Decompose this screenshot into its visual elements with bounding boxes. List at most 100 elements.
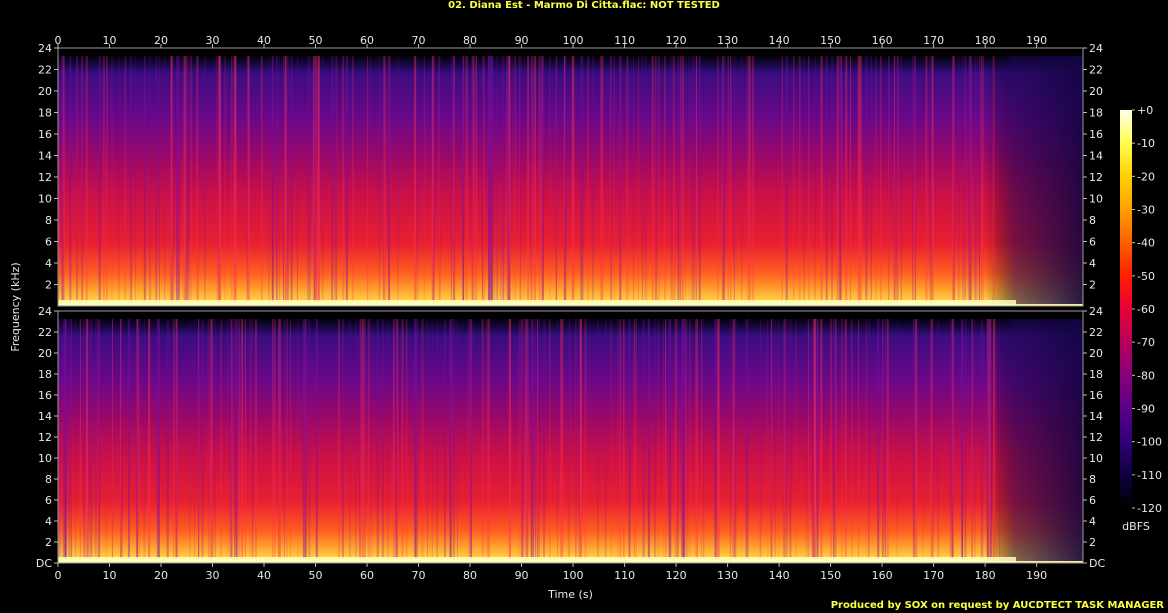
y-tick-label-right: 2 bbox=[1089, 536, 1096, 549]
y-tick-label-right: 12 bbox=[1089, 431, 1103, 444]
x-tick-label-top: 90 bbox=[515, 34, 529, 47]
x-tick-label: 80 bbox=[463, 569, 477, 582]
y-tick-label-right: 4 bbox=[1089, 257, 1096, 270]
x-tick-label: 10 bbox=[103, 569, 117, 582]
y-tick-label: 8 bbox=[45, 473, 52, 486]
x-tick-label: 20 bbox=[154, 569, 168, 582]
y-tick-label: 12 bbox=[38, 171, 52, 184]
x-tick-label: 170 bbox=[923, 569, 944, 582]
y-tick-label-right: 18 bbox=[1089, 368, 1103, 381]
y-tick-label-right: 22 bbox=[1089, 64, 1103, 77]
y-tick-label: 16 bbox=[38, 128, 52, 141]
y-tick-label-right: 6 bbox=[1089, 494, 1096, 507]
colorbar-label: dBFS bbox=[1122, 520, 1150, 533]
y-tick-label: 16 bbox=[38, 389, 52, 402]
x-tick-label-top: 10 bbox=[103, 34, 117, 47]
y-tick-label: 18 bbox=[38, 107, 52, 120]
x-tick-label: 190 bbox=[1026, 569, 1047, 582]
x-tick-label-top: 0 bbox=[55, 34, 62, 47]
y-tick-label-right: 18 bbox=[1089, 107, 1103, 120]
y-tick-label: 22 bbox=[38, 326, 52, 339]
x-tick-label: 140 bbox=[769, 569, 790, 582]
x-tick-label-top: 40 bbox=[257, 34, 271, 47]
x-tick-label-top: 20 bbox=[154, 34, 168, 47]
x-tick-label-top: 50 bbox=[309, 34, 323, 47]
x-tick-label-top: 110 bbox=[614, 34, 635, 47]
y-tick-label-right: 20 bbox=[1089, 85, 1103, 98]
transient-streaks bbox=[58, 319, 1001, 559]
y-tick-label: 24 bbox=[38, 42, 52, 55]
colorbar-tick-label: +0 bbox=[1137, 104, 1153, 117]
colorbar-tick-label: -30 bbox=[1137, 204, 1155, 217]
y-tick-label: 20 bbox=[38, 347, 52, 360]
y-axis-label: Frequency (kHz) bbox=[9, 262, 22, 351]
x-tick-label-top: 180 bbox=[975, 34, 996, 47]
y-tick-label-right: 16 bbox=[1089, 389, 1103, 402]
x-tick-label-top: 140 bbox=[769, 34, 790, 47]
y-tick-label: 2 bbox=[45, 279, 52, 292]
y-tick-label: 4 bbox=[45, 515, 52, 528]
y-tick-label-right: 12 bbox=[1089, 171, 1103, 184]
colorbar-tick-label: -10 bbox=[1137, 137, 1155, 150]
chart-title: 02. Diana Est - Marmo Di Citta.flac: NOT… bbox=[448, 0, 720, 11]
low-frequency-band bbox=[58, 557, 1017, 563]
y-tick-label: 12 bbox=[38, 431, 52, 444]
x-tick-label-top: 150 bbox=[820, 34, 841, 47]
channel-1-spectrum bbox=[58, 56, 1083, 306]
y-tick-label: 4 bbox=[45, 257, 52, 270]
y-tick-label-right: DC bbox=[1089, 557, 1105, 570]
transient-streaks bbox=[58, 56, 995, 302]
x-tick-label: 50 bbox=[309, 569, 323, 582]
colorbar-tick-label: -40 bbox=[1137, 237, 1155, 250]
x-tick-label-top: 100 bbox=[563, 34, 584, 47]
colorbar-tick-label: -110 bbox=[1137, 469, 1162, 482]
y-tick-label: 8 bbox=[45, 214, 52, 227]
x-tick-label-top: 120 bbox=[666, 34, 687, 47]
y-tick-label-right: 10 bbox=[1089, 452, 1103, 465]
fadeout-region bbox=[985, 56, 1083, 304]
colorbar-tick-label: -60 bbox=[1137, 303, 1155, 316]
y-tick-label: 6 bbox=[45, 494, 52, 507]
x-tick-label: 70 bbox=[412, 569, 426, 582]
low-frequency-band bbox=[58, 300, 1017, 306]
y-tick-label: 6 bbox=[45, 236, 52, 249]
x-tick-label: 180 bbox=[975, 569, 996, 582]
x-tick-label-top: 60 bbox=[360, 34, 374, 47]
colorbar-tick-label: -100 bbox=[1137, 436, 1162, 449]
x-tick-label: 90 bbox=[515, 569, 529, 582]
x-tick-label-top: 70 bbox=[412, 34, 426, 47]
colorbar-tick-label: -70 bbox=[1137, 336, 1155, 349]
x-tick-label-top: 160 bbox=[872, 34, 893, 47]
y-tick-label: 18 bbox=[38, 368, 52, 381]
channel-2-spectrum bbox=[58, 319, 1083, 563]
y-tick-label-right: 6 bbox=[1089, 236, 1096, 249]
y-tick-label-right: 24 bbox=[1089, 305, 1103, 318]
colorbar-tick-label: -80 bbox=[1137, 369, 1155, 382]
y-tick-label-right: 24 bbox=[1089, 42, 1103, 55]
y-tick-label: 2 bbox=[45, 536, 52, 549]
y-tick-label-right: 2 bbox=[1089, 279, 1096, 292]
y-tick-label: 22 bbox=[38, 64, 52, 77]
y-tick-label-right: 16 bbox=[1089, 128, 1103, 141]
y-tick-label-right: 22 bbox=[1089, 326, 1103, 339]
colorbar-tick-label: -50 bbox=[1137, 270, 1155, 283]
x-tick-label: 130 bbox=[717, 569, 738, 582]
y-tick-label-right: 4 bbox=[1089, 515, 1096, 528]
x-tick-label-top: 190 bbox=[1026, 34, 1047, 47]
x-tick-label: 0 bbox=[55, 569, 62, 582]
x-tick-label: 30 bbox=[206, 569, 220, 582]
x-tick-label: 160 bbox=[872, 569, 893, 582]
y-tick-label-right: 8 bbox=[1089, 214, 1096, 227]
colorbar-tick-label: -90 bbox=[1137, 403, 1155, 416]
x-tick-label-top: 130 bbox=[717, 34, 738, 47]
y-tick-label-right: 8 bbox=[1089, 473, 1096, 486]
y-tick-label: 14 bbox=[38, 410, 52, 423]
x-axis-label: Time (s) bbox=[547, 588, 593, 601]
fadeout-region bbox=[985, 319, 1083, 561]
y-tick-label-right: 14 bbox=[1089, 150, 1103, 163]
y-tick-label: 20 bbox=[38, 85, 52, 98]
y-tick-label: 10 bbox=[38, 193, 52, 206]
x-tick-label: 110 bbox=[614, 569, 635, 582]
x-tick-label-top: 30 bbox=[206, 34, 220, 47]
